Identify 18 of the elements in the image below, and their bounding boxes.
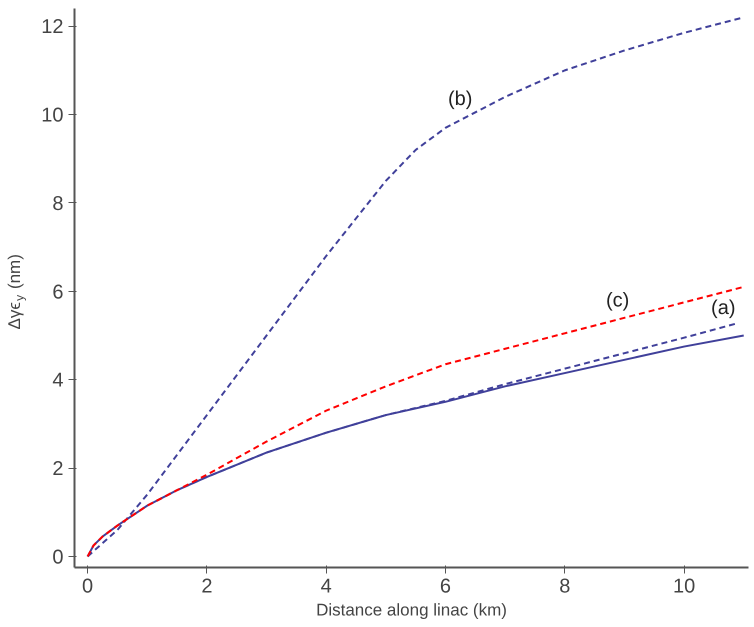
x-axis-title: Distance along linac (km) (316, 600, 507, 620)
x-tick-label: 4 (320, 576, 332, 598)
y-tick-label: 6 (52, 281, 64, 304)
y-axis-title: Δγϵy (nm) (5, 254, 26, 330)
series-label: (b) (448, 88, 472, 110)
x-tick-label: 2 (201, 576, 212, 598)
y-tick-label: 0 (52, 546, 64, 568)
x-tick-label: 8 (559, 576, 570, 598)
y-tick-label: 8 (52, 192, 64, 215)
y-tick-label: 12 (41, 16, 64, 38)
series-label: (c) (606, 290, 630, 312)
x-tick-label: 0 (82, 576, 94, 598)
series-label: (a) (711, 296, 736, 319)
x-tick-label: 6 (440, 576, 452, 598)
y-tick-label: 10 (41, 104, 64, 127)
y-tick-label: 4 (52, 370, 64, 392)
x-tick-label: 10 (672, 576, 696, 598)
y-tick-label: 2 (52, 458, 64, 480)
